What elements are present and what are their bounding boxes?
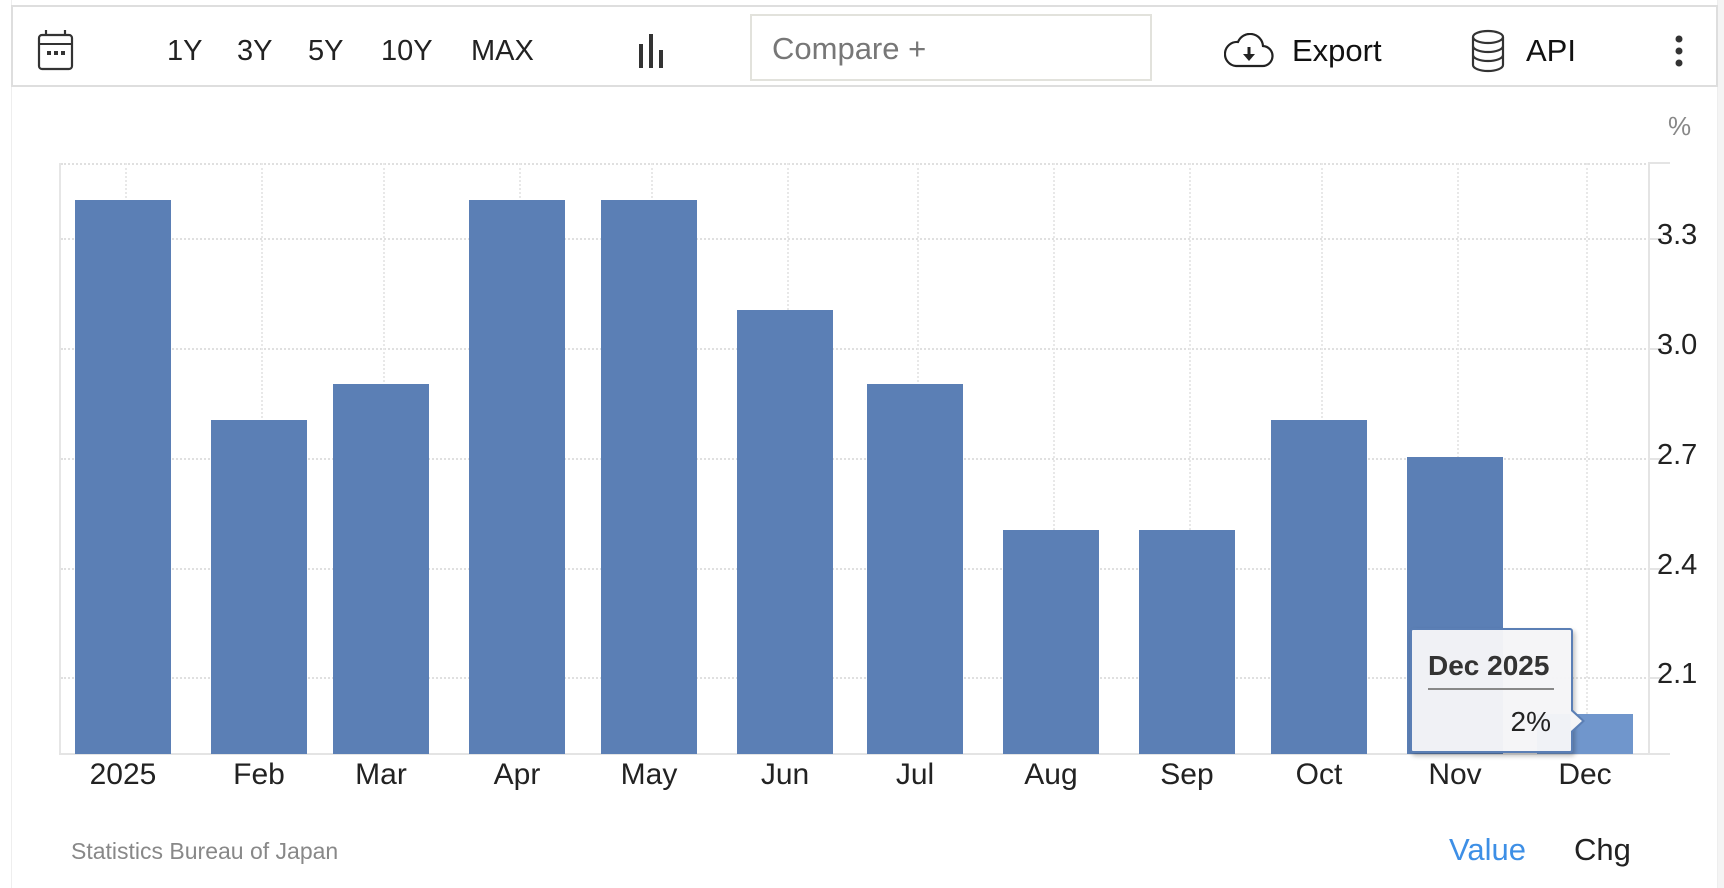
range-10y-button[interactable]: 10Y — [381, 35, 433, 67]
gridline — [61, 677, 1650, 679]
bar-jul[interactable] — [867, 383, 963, 754]
unit-label: % — [1668, 111, 1692, 141]
data-tooltip: Dec 2025 2% — [1410, 628, 1585, 753]
bar-chart-icon[interactable] — [637, 34, 667, 73]
bar-mar[interactable] — [333, 383, 429, 754]
y-tick-label: 2.4 — [1657, 549, 1698, 581]
x-tick-label: Jul — [895, 758, 935, 791]
y-tick-label: 3.0 — [1657, 329, 1698, 361]
y-tick-label: 2.7 — [1657, 439, 1698, 471]
bar-jun[interactable] — [737, 310, 833, 754]
x-tick-label: Nov — [1428, 758, 1482, 791]
api-button[interactable]: API — [1526, 33, 1576, 68]
gridline — [1189, 163, 1191, 754]
tooltip-value: 2% — [1510, 706, 1551, 737]
x-tick-label: Feb — [233, 758, 285, 791]
compare-input[interactable]: Compare + — [750, 14, 1152, 81]
y-tick — [1650, 348, 1664, 350]
bar-2025[interactable] — [75, 200, 171, 754]
database-icon[interactable] — [1470, 29, 1506, 78]
y-tick — [1650, 458, 1664, 460]
x-tick-label: Mar — [355, 758, 407, 791]
gridline — [61, 238, 1650, 240]
gridline — [61, 568, 1650, 570]
value-tab[interactable]: Value — [1449, 832, 1526, 867]
y-tick — [1650, 238, 1664, 240]
y-tick-label: 2.1 — [1657, 658, 1698, 690]
gridline — [1586, 163, 1588, 754]
export-button[interactable]: Export — [1292, 33, 1382, 68]
bar-feb[interactable] — [211, 420, 307, 754]
gridline — [61, 163, 1650, 165]
x-axis — [59, 753, 1670, 755]
chart-toolbar: 1Y 3Y 5Y 10Y MAX Compare + Export API — [11, 5, 1718, 87]
calendar-icon[interactable] — [37, 29, 75, 76]
y-axis — [1648, 163, 1650, 754]
bar-apr[interactable] — [469, 200, 565, 754]
bar-may[interactable] — [601, 200, 697, 754]
y-axis-cap — [1648, 162, 1670, 164]
bar-oct[interactable] — [1271, 420, 1367, 754]
x-tick-label: 2025 — [89, 758, 157, 791]
x-tick-label: Aug — [1024, 758, 1078, 791]
bar-sep[interactable] — [1139, 530, 1235, 754]
chg-tab[interactable]: Chg — [1574, 832, 1631, 867]
gridline — [61, 458, 1650, 460]
page-edge — [1718, 0, 1724, 888]
range-1y-button[interactable]: 1Y — [167, 35, 203, 67]
range-3y-button[interactable]: 3Y — [237, 35, 273, 67]
x-tick-label: May — [620, 758, 678, 791]
tooltip-title: Dec 2025 — [1428, 652, 1554, 690]
cloud-download-icon[interactable] — [1223, 32, 1274, 74]
bar-aug[interactable] — [1003, 530, 1099, 754]
y-tick — [1650, 677, 1664, 679]
tooltip-pointer-inner — [1571, 711, 1582, 731]
x-tick-label: Oct — [1295, 758, 1343, 791]
gridline — [61, 348, 1650, 350]
x-tick-label: Dec — [1558, 758, 1612, 791]
x-tick-label: Jun — [760, 758, 810, 791]
range-max-button[interactable]: MAX — [471, 35, 534, 67]
chart-frame — [11, 0, 1718, 888]
x-tick-label: Sep — [1160, 758, 1214, 791]
source-attribution: Statistics Bureau of Japan — [71, 838, 339, 864]
y-tick — [1650, 568, 1664, 570]
gridline — [1053, 163, 1055, 754]
y-tick-label: 3.3 — [1657, 219, 1698, 251]
range-5y-button[interactable]: 5Y — [308, 35, 344, 67]
x-tick-label: Apr — [493, 758, 541, 791]
more-vertical-icon[interactable] — [1673, 35, 1685, 72]
